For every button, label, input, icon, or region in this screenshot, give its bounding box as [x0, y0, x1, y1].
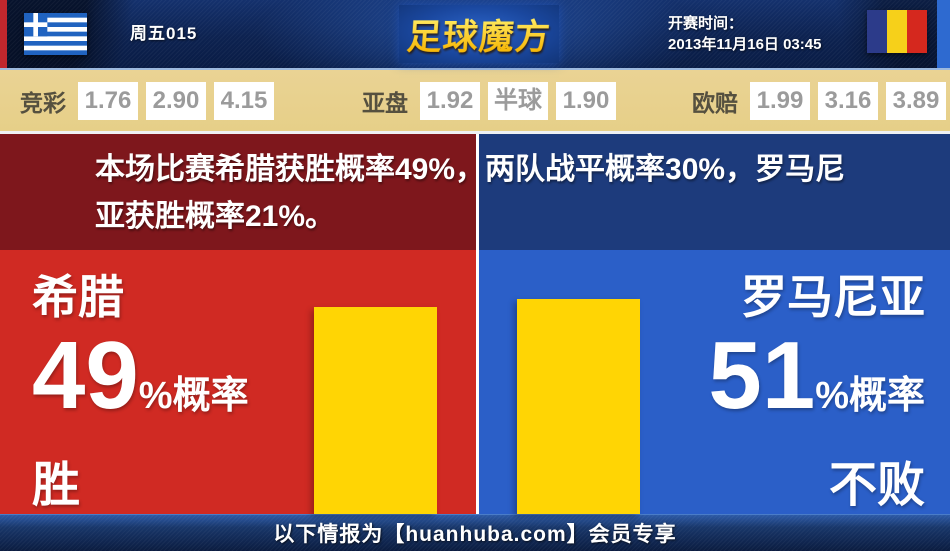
away-outcome-label: 不败: [828, 459, 925, 512]
asian-handicap-away-odds: 1.90: [556, 81, 616, 120]
european-draw-odds: 3.16: [818, 81, 878, 120]
asian-handicap-group: 亚盘 1.92 半球 1.90: [362, 70, 616, 131]
european-away-odds: 3.89: [886, 81, 946, 120]
home-probability-bar: [314, 307, 437, 514]
summary-line-1: 本场比赛希腊获胜概率49%，两队战平概率30%，罗马尼: [95, 153, 846, 186]
european-odds-label: 欧赔: [692, 89, 738, 116]
away-team-name: 罗马尼亚: [741, 271, 925, 323]
jingcai-label: 竞彩: [20, 89, 66, 116]
site-logo: 足球魔方: [399, 5, 559, 63]
kickoff-time-value: 2013年11月16日 03:45: [668, 36, 822, 53]
away-team-info: 罗马尼亚 51%概率 不败: [708, 268, 925, 518]
greece-flag-icon: [24, 13, 87, 55]
asian-handicap-home-odds: 1.92: [420, 81, 480, 120]
jingcai-home-odds: 1.76: [78, 81, 138, 120]
jingcai-draw-odds: 2.90: [146, 81, 206, 120]
european-home-odds: 1.99: [750, 81, 810, 120]
match-number-label: 周五015: [130, 24, 198, 43]
divider-line: [0, 131, 950, 134]
kickoff-time-block: 开赛时间： 2013年11月16日 03:45: [668, 13, 821, 55]
home-team-name: 希腊: [32, 271, 124, 323]
teams-section: 希腊 49%概率 胜 罗马尼亚 51%概率 不败: [0, 250, 950, 514]
header: 周五015 足球魔方 开赛时间： 2013年11月16日 03:45: [0, 0, 950, 70]
kickoff-time-label: 开赛时间：: [668, 15, 744, 32]
footer-member-notice: 以下情报为【huanhuba.com】会员专享: [273, 523, 677, 546]
home-probability-value: 49: [32, 322, 139, 429]
odds-bar: 竞彩 1.76 2.90 4.15 亚盘 1.92 半球 1.90 欧赔 1.9…: [0, 70, 950, 131]
european-odds-group: 欧赔 1.99 3.16 3.89: [692, 70, 946, 131]
romania-flag-icon: [867, 10, 927, 53]
jingcai-odds-group: 竞彩 1.76 2.90 4.15: [20, 70, 274, 131]
header-right-blue-accent: [937, 0, 950, 68]
summary-away-background: [479, 134, 950, 250]
center-divider: [476, 134, 479, 514]
probability-summary-text: 本场比赛希腊获胜概率49%，两队战平概率30%，罗马尼 亚获胜概率21%。: [95, 146, 845, 240]
summary-home-background: [0, 134, 476, 250]
home-team-info: 希腊 49%概率 胜: [32, 268, 249, 518]
footer-bar: 以下情报为【huanhuba.com】会员专享: [0, 514, 950, 551]
site-logo-text: 足球魔方: [405, 9, 553, 60]
home-probability-suffix: %概率: [138, 375, 249, 417]
summary-line-2: 亚获胜概率21%。: [95, 200, 336, 233]
asian-handicap-label: 亚盘: [362, 89, 408, 116]
header-left-red-accent: [0, 0, 7, 68]
home-team-probability: 49%概率: [32, 326, 249, 454]
summary-section: 本场比赛希腊获胜概率49%，两队战平概率30%，罗马尼 亚获胜概率21%。: [0, 134, 950, 250]
jingcai-away-odds: 4.15: [214, 81, 274, 120]
away-probability-value: 51: [708, 322, 816, 429]
asian-handicap-line: 半球: [488, 81, 548, 120]
away-probability-bar: [517, 299, 640, 514]
away-probability-suffix: %概率: [815, 375, 925, 417]
away-team-probability: 51%概率: [708, 326, 925, 454]
home-outcome-label: 胜: [32, 459, 81, 512]
